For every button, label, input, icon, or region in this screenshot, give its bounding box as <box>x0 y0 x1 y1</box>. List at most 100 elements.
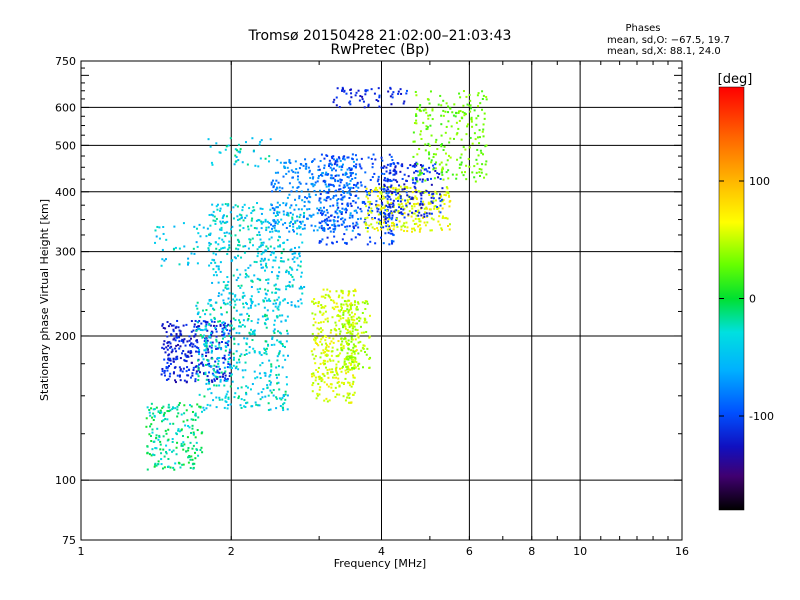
scatter-point <box>368 192 371 195</box>
scatter-point <box>359 325 362 328</box>
scatter-point <box>285 376 288 379</box>
scatter-point <box>240 386 243 389</box>
scatter-point <box>300 222 303 225</box>
scatter-point <box>201 354 204 357</box>
scatter-point <box>311 160 314 163</box>
scatter-point <box>345 242 348 245</box>
scatter-point <box>260 253 263 256</box>
scatter-point <box>153 408 156 411</box>
scatter-point <box>317 169 320 172</box>
scatter-point <box>322 351 325 354</box>
scatter-point <box>173 337 176 340</box>
scatter-point <box>366 230 369 233</box>
scatter-point <box>429 177 432 180</box>
scatter-point <box>400 211 403 214</box>
scatter-point <box>374 217 377 220</box>
scatter-point <box>327 183 330 186</box>
scatter-point <box>273 209 276 212</box>
scatter-point <box>352 294 355 297</box>
scatter-point <box>378 96 381 99</box>
scatter-point <box>242 302 245 305</box>
scatter-point <box>293 256 296 259</box>
scatter-point <box>236 268 239 271</box>
scatter-point <box>344 211 347 214</box>
scatter-point <box>357 218 360 221</box>
scatter-point <box>253 370 256 373</box>
scatter-point <box>154 447 157 450</box>
scatter-point <box>228 372 231 375</box>
scatter-point <box>326 288 329 291</box>
scatter-point <box>325 171 328 174</box>
scatter-point <box>308 208 311 211</box>
scatter-point <box>155 406 158 409</box>
scatter-point <box>288 272 291 275</box>
scatter-point <box>343 363 346 366</box>
scatter-point <box>208 387 211 390</box>
scatter-point <box>323 226 326 229</box>
scatter-point <box>342 325 345 328</box>
scatter-point <box>331 224 334 227</box>
scatter-point <box>397 92 400 95</box>
scatter-point <box>178 263 181 266</box>
scatter-point <box>319 159 322 162</box>
scatter-point <box>371 162 374 165</box>
scatter-point <box>265 318 268 321</box>
scatter-point <box>222 328 225 331</box>
x-tick-label: 1 <box>78 545 85 558</box>
scatter-point <box>382 185 385 188</box>
scatter-point <box>175 325 178 328</box>
scatter-point <box>329 198 332 201</box>
scatter-point <box>273 247 276 250</box>
scatter-point <box>293 304 296 307</box>
scatter-point <box>440 171 443 174</box>
scatter-point <box>248 346 251 349</box>
scatter-point <box>192 431 195 434</box>
scatter-point <box>275 179 278 182</box>
scatter-point <box>235 361 238 364</box>
scatter-point <box>380 228 383 231</box>
scatter-point <box>411 165 414 168</box>
scatter-point <box>375 99 378 102</box>
scatter-point <box>276 339 279 342</box>
scatter-point <box>296 232 299 235</box>
scatter-point <box>194 418 197 421</box>
scatter-point <box>418 170 421 173</box>
scatter-point <box>424 149 427 152</box>
scatter-point <box>273 323 276 326</box>
scatter-point <box>174 407 177 410</box>
scatter-point <box>316 180 319 183</box>
scatter-point <box>273 226 276 229</box>
scatter-point <box>222 331 225 334</box>
scatter-point <box>178 340 181 343</box>
scatter-point <box>161 248 164 251</box>
scatter-point <box>230 367 233 370</box>
scatter-point <box>202 372 205 375</box>
scatter-point <box>349 303 352 306</box>
scatter-point <box>259 364 262 367</box>
scatter-point <box>349 304 352 307</box>
scatter-point <box>205 341 208 344</box>
scatter-point <box>354 356 357 359</box>
scatter-point <box>418 228 421 231</box>
scatter-point <box>189 344 192 347</box>
scatter-point <box>214 261 217 264</box>
scatter-point <box>247 307 250 310</box>
scatter-point <box>384 209 387 212</box>
scatter-point <box>368 366 371 369</box>
scatter-point <box>352 356 355 359</box>
scatter-point <box>323 189 326 192</box>
scatter-point <box>253 351 256 354</box>
scatter-point <box>163 466 166 469</box>
scatter-point <box>351 321 354 324</box>
scatter-point <box>298 216 301 219</box>
scatter-point <box>324 339 327 342</box>
scatter-point <box>344 327 347 330</box>
scatter-point <box>206 339 209 342</box>
scatter-point <box>419 178 422 181</box>
scatter-point <box>206 375 209 378</box>
scatter-point <box>398 193 401 196</box>
scatter-point <box>360 157 363 160</box>
scatter-point <box>346 392 349 395</box>
scatter-point <box>165 366 168 369</box>
scatter-point <box>340 290 343 293</box>
